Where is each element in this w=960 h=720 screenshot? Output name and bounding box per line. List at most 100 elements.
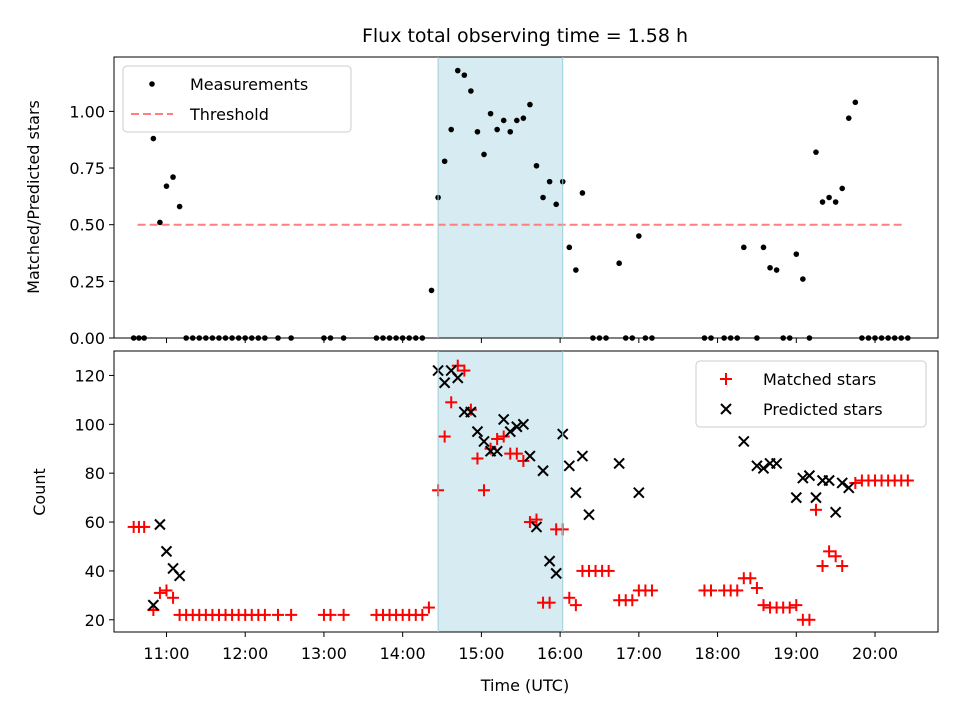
matched-star-point [491, 432, 504, 445]
bottom-x-tick-label: 13:00 [301, 644, 347, 663]
matched-star-point [285, 608, 298, 621]
matched-star-point [744, 572, 757, 585]
matched-star-point [543, 596, 556, 609]
top-y-tick-label: 0.00 [69, 329, 105, 348]
matched-star-point [829, 550, 842, 563]
predicted-star-point [797, 472, 809, 484]
measurement-point [566, 244, 573, 251]
matched-star-point [563, 591, 576, 604]
bottom-x-tick-label: 11:00 [143, 644, 189, 663]
predicted-star-point [823, 474, 835, 487]
predicted-star-point [511, 421, 523, 433]
top-panel: 0.00 0.25 0.50 0.75 1.00 Matched/Predicted s… [24, 56, 939, 348]
matched-star-point [523, 516, 536, 529]
measurement-point [540, 194, 546, 201]
matched-star-point [160, 584, 173, 597]
matched-star-point [757, 599, 770, 612]
matched-star-point [497, 430, 510, 443]
matched-star-point [272, 608, 285, 621]
bottom-y-axis-label: Count [30, 468, 49, 516]
matched-star-point [750, 582, 763, 595]
top-y-tick-label: 0.25 [69, 272, 105, 291]
matched-star-point [626, 594, 639, 607]
matched-star-point [451, 359, 464, 372]
measurement-point [546, 178, 553, 185]
bottom-y-tick-label: 100 [74, 415, 105, 434]
predicted-star-point [613, 457, 625, 470]
measurement-point [741, 244, 747, 251]
matched-star-point [416, 608, 429, 621]
top-points-layer [130, 67, 911, 341]
predicted-star-point [550, 567, 562, 580]
measurement-point [760, 244, 767, 251]
bottom-x-ticks: 11:00 12:00 13:00 14:00 15:00 16:00 17:00 18:00… [143, 632, 898, 663]
predicted-star-point [829, 506, 842, 518]
measurement-point [852, 99, 859, 106]
predicted-star-point [633, 487, 645, 499]
predicted-star-point [471, 425, 484, 438]
measurement-point [616, 260, 622, 267]
top-legend: Measurements Threshold [122, 65, 352, 133]
predicted-star-point [160, 545, 173, 558]
predicted-star-point [790, 491, 803, 504]
matched-star-point [458, 364, 471, 377]
measurement-point [832, 199, 839, 205]
predicted-star-point [537, 465, 549, 477]
bottom-x-tick-label: 14:00 [380, 644, 426, 663]
matched-star-point [510, 447, 523, 460]
measurement-point [487, 110, 494, 117]
measurement-point [468, 88, 474, 94]
measurement-point [533, 162, 540, 169]
measurement-point [527, 101, 533, 108]
top-y-tick-label: 0.50 [69, 216, 105, 235]
bottom-panel: 20 40 60 80 100 120 11:00 12:00 13:00 14:00 15:00… [30, 350, 939, 695]
bottom-y-tick-label: 80 [85, 464, 105, 483]
predicted-star-point [524, 450, 536, 462]
legend-predicted-label: Predicted stars [763, 400, 883, 419]
predicted-star-point [570, 487, 582, 499]
measurement-point [800, 276, 806, 282]
measurement-point [500, 117, 507, 124]
predicted-star-point [738, 435, 750, 448]
bottom-x-tick-label: 20:00 [852, 644, 898, 663]
top-y-tick-label: 1.00 [69, 102, 105, 121]
matched-star-point [849, 476, 862, 489]
measurement-point [845, 115, 852, 121]
bottom-x-tick-label: 19:00 [773, 644, 819, 663]
matched-star-point [901, 474, 914, 487]
measurement-point [553, 201, 559, 208]
legend-measurements-label: Measurements [190, 75, 308, 94]
measurement-point [176, 203, 183, 210]
predicted-star-point [173, 570, 186, 582]
top-y-tick-label: 0.75 [69, 159, 105, 178]
legend-matched-label: Matched stars [763, 370, 876, 389]
measurement-point [448, 126, 455, 133]
predicted-star-point [563, 460, 576, 472]
predicted-star-point [438, 377, 451, 389]
matched-star-point [705, 584, 718, 597]
matched-star-point [731, 584, 744, 597]
measurement-point [793, 251, 800, 257]
matched-star-point [258, 608, 271, 621]
matched-star-point [783, 601, 796, 614]
matched-star-point [645, 584, 658, 597]
measurement-point [170, 174, 176, 180]
predicted-star-point [504, 425, 516, 438]
predicted-star-point [478, 435, 490, 448]
measurement-point [636, 233, 642, 239]
chart-title: Flux total observing time = 1.58 h [362, 25, 688, 47]
measurement-point [454, 67, 461, 74]
top-y-ticks: 0.00 0.25 0.50 0.75 1.00 [69, 102, 114, 348]
matched-star-point [324, 608, 337, 621]
matched-star-point [438, 430, 451, 443]
predicted-star-point [543, 555, 556, 567]
legend-measurements-marker [149, 81, 155, 87]
legend-matched-marker [720, 373, 732, 385]
bottom-x-tick-label: 18:00 [695, 644, 741, 663]
predicted-star-point [497, 413, 510, 426]
bottom-y-tick-label: 40 [85, 562, 105, 581]
predicted-star-point [836, 477, 848, 489]
matched-star-point [816, 560, 829, 573]
bottom-highlight-span [438, 351, 563, 632]
